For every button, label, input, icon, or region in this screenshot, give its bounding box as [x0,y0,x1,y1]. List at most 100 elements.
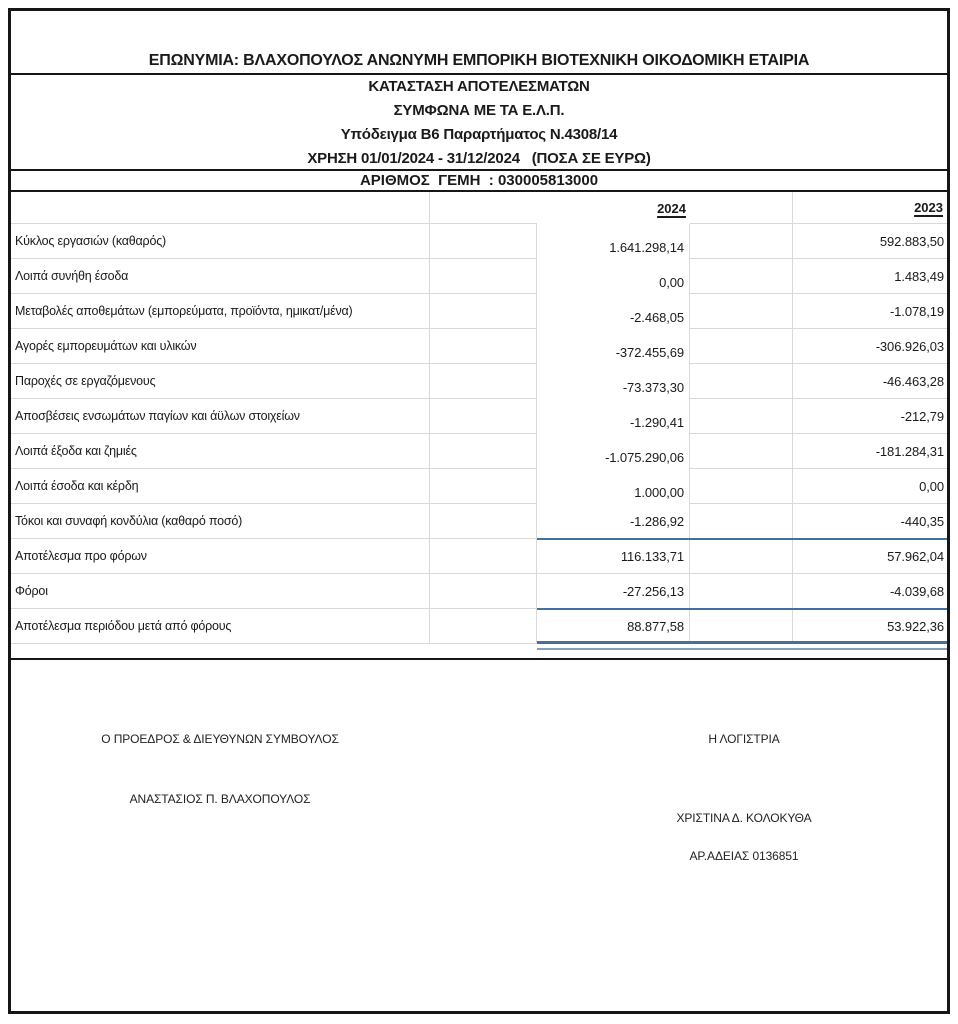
row-label: Κύκλος εργασιών (καθαρός) [11,224,430,259]
value-2023: -4.039,68 [889,584,944,599]
row-label: Λοιπά συνήθη έσοδα [11,259,430,294]
gap-cell [430,294,537,329]
row-label: Λοιπά έξοδα και ζημιές [11,434,430,469]
value-2024: 1.000,00 [537,469,690,504]
value-2024: 116.133,71 [537,539,690,574]
signature-accountant-name: ΧΡΙΣΤΙΝΑ Δ. ΚΟΛΟΚΥΘΑ ΑΡ.ΑΔΕΙΑΣ 0136851 [594,790,894,885]
blue-rule [537,641,947,644]
accountant-license-line: ΑΡ.ΑΔΕΙΑΣ 0136851 [689,849,799,863]
gap-cell [430,364,537,399]
row-label: Αποτέλεσμα προ φόρων [11,539,430,574]
value-2023: 53.922,36 [887,619,944,634]
gap-cell [690,574,793,609]
row-label: Τόκοι και συναφή κονδύλια (καθαρό ποσό) [11,504,430,539]
value-2023: -46.463,28 [793,364,947,399]
row-label: Αγορές εμπορευμάτων και υλικών [11,329,430,364]
accountant-name-line: ΧΡΙΣΤΙΝΑ Δ. ΚΟΛΟΚΥΘΑ [676,811,812,825]
value-2024: -1.290,41 [537,399,690,434]
signature-president-name: ΑΝΑΣΤΑΣΙΟΣ Π. ΒΛΑΧΟΠΟΥΛΟΣ [129,792,311,806]
gap-cell [690,364,793,399]
row-label: Μεταβολές αποθεμάτων (εμπορεύματα, προϊό… [11,294,430,329]
blue-rule [537,538,947,540]
value-2024: -27.256,13 [537,574,690,609]
gap-cell [430,469,537,504]
gap-cell [690,609,793,644]
table-row: Αγορές εμπορευμάτων και υλικών -372.455,6… [11,329,947,364]
gap-cell [690,224,793,259]
gap-cell [430,574,537,609]
blue-rule-secondary [537,648,947,650]
table-row: Αποτέλεσμα προ φόρων 116.133,71 57.962,04 [11,539,947,574]
year-header-2024: 2024 [657,200,686,216]
gap-cell [430,259,537,294]
table-row: Λοιπά έξοδα και ζημιές -1.075.290,06 -181.… [11,434,947,469]
row-label: Παροχές σε εργαζόμενους [11,364,430,399]
gap-cell [690,399,793,434]
value-2023: 1.483,49 [793,259,947,294]
template-line: Υπόδειγμα Β6 Παραρτήματος Ν.4308/14 [340,126,618,143]
table-row: Φόροι -27.256,13 -4.039,68 [11,574,947,610]
gap-cell [690,294,793,329]
document-titles: ΚΑΤΑΣΤΑΣΗ ΑΠΟΤΕΛΕΣΜΑΤΩΝ ΣΥΜΦΩΝΑ ΜΕ ΤΑ Ε.… [11,75,947,171]
value-2024: 1.641.298,14 [537,224,690,259]
year-header-2023: 2023 [793,192,947,224]
section-divider [11,658,947,660]
gap-cell [430,329,537,364]
standard-line: ΣΥΜΦΩΝΑ ΜΕ ΤΑ Ε.Λ.Π. [393,102,565,119]
header-gap-cell [690,192,793,224]
value-2023: -306.926,03 [793,329,947,364]
table-row: Λοιπά έσοδα και κέρδη 1.000,00 0,00 [11,469,947,504]
document-page: ΕΠΩΝΥΜΙΑ: ΒΛΑΧΟΠΟΥΛΟΣ ΑΝΩΝΥΜΗ ΕΜΠΟΡΙΚΗ Β… [8,8,950,1014]
gap-cell [430,504,537,539]
gap-cell [690,504,793,539]
table-row: Αποτέλεσμα περιόδου μετά από φόρους 88.87… [11,609,947,650]
row-label: Λοιπά έσοδα και κέρδη [11,469,430,504]
gap-cell [430,434,537,469]
value-2024: -372.455,69 [537,329,690,364]
value-2024: -1.286,92 [537,504,690,539]
table-row: Κύκλος εργασιών (καθαρός) 1.641.298,14 592… [11,224,947,259]
blue-rule [537,608,947,610]
value-2024: -73.373,30 [537,364,690,399]
gap-cell [690,259,793,294]
company-name: ΕΠΩΝΥΜΙΑ: ΒΛΑΧΟΠΟΥΛΟΣ ΑΝΩΝΥΜΗ ΕΜΠΟΡΙΚΗ Β… [11,11,947,75]
signature-president-title: Ο ΠΡΟΕΔΡΟΣ & ΔΙΕΥΘΥΝΩΝ ΣΥΜΒΟΥΛΟΣ [101,732,339,746]
table-row: Αποσβέσεις ενσωμάτων παγίων και άϋλων στ… [11,399,947,434]
gap-cell [690,539,793,574]
gap-cell [430,224,537,259]
header-gap-cell [430,192,537,224]
value-2024: 0,00 [537,259,690,294]
header-label-cell [11,192,430,224]
gap-cell [690,434,793,469]
value-2023: -440,35 [900,514,945,529]
statement-title: ΚΑΤΑΣΤΑΣΗ ΑΠΟΤΕΛΕΣΜΑΤΩΝ [368,78,590,95]
value-2024: 88.877,58 [537,609,690,644]
value-2024: -1.075.290,06 [537,434,690,469]
signature-section: Ο ΠΡΟΕΔΡΟΣ & ΔΙΕΥΘΥΝΩΝ ΣΥΜΒΟΥΛΟΣ Η ΛΟΓΙΣ… [11,660,947,1005]
value-2023: 592.883,50 [793,224,947,259]
gap-cell [690,329,793,364]
gap-cell [430,609,537,644]
value-2023: -1.078,19 [793,294,947,329]
table-row: Παροχές σε εργαζόμενους -73.373,30 -46.463… [11,364,947,399]
row-label: Αποσβέσεις ενσωμάτων παγίων και άϋλων στ… [11,399,430,434]
value-2024: -2.468,05 [537,294,690,329]
results-table: 2024 2023 Κύκλος εργασιών (καθαρός) 1.641… [11,192,947,650]
gap-cell [690,469,793,504]
table-body: Κύκλος εργασιών (καθαρός) 1.641.298,14 592… [11,224,947,650]
gemi-number: ΑΡΙΘΜΟΣ ΓΕΜΗ : 030005813000 [11,171,947,192]
value-2023: -181.284,31 [793,434,947,469]
signature-accountant-title: Η ΛΟΓΙΣΤΡΙΑ [708,732,780,746]
gap-cell [430,399,537,434]
row-label: Φόροι [11,574,430,609]
spacer [11,644,947,658]
period-line: ΧΡΗΣΗ 01/01/2024 - 31/12/2024 (ΠΟΣΑ ΣΕ Ε… [307,150,651,167]
row-label: Αποτέλεσμα περιόδου μετά από φόρους [11,609,430,644]
value-2023: 57.962,04 [793,539,947,574]
table-header-row: 2024 2023 [11,192,947,224]
table-row: Λοιπά συνήθη έσοδα 0,00 1.483,49 [11,259,947,294]
gap-cell [430,539,537,574]
table-row: Τόκοι και συναφή κονδύλια (καθαρό ποσό) -… [11,504,947,540]
table-row: Μεταβολές αποθεμάτων (εμπορεύματα, προϊό… [11,294,947,329]
value-2023: -212,79 [793,399,947,434]
